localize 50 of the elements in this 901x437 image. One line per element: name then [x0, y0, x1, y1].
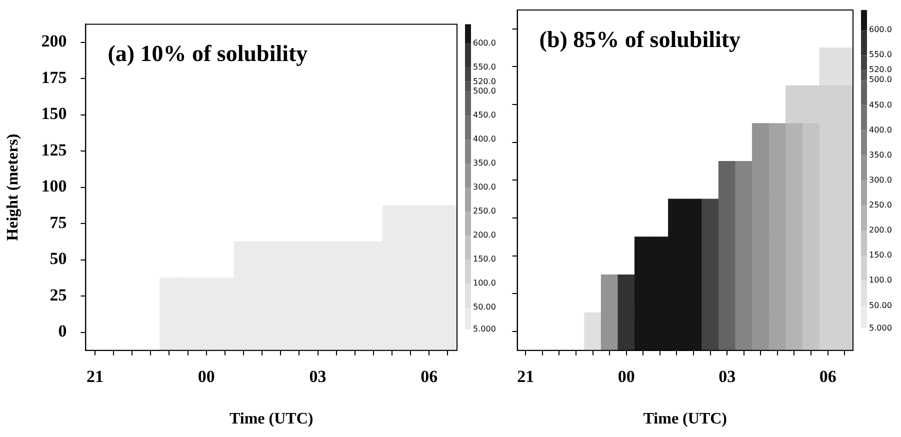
color-bar-label: 500.0 [869, 75, 892, 84]
color-bar-label: 550.0 [869, 50, 892, 60]
color-bar-label: 250.0 [473, 206, 496, 216]
x-tick-label: 06 [819, 366, 836, 386]
y-tick-label: 75 [50, 212, 67, 232]
color-bar-label: 250.0 [869, 200, 892, 210]
color-bar-label: 300.0 [869, 175, 892, 184]
y-tick-label: 25 [50, 285, 67, 304]
y-axis-title: Height (meters) [4, 134, 22, 241]
color-bar-label: 500.0 [473, 86, 496, 96]
x-axis-title: Time (UTC) [643, 410, 727, 428]
color-bar-label: 100.0 [869, 276, 892, 285]
color-bar-label: 600.0 [869, 25, 892, 34]
y-tick-label: 100 [41, 176, 67, 196]
x-tick-label: 03 [718, 366, 736, 386]
y-tick-label: 175 [41, 68, 67, 87]
text: (b) 85% of solubility [539, 27, 742, 52]
color-bar-label: 50.00 [869, 300, 892, 310]
color-bar-label: 550.0 [473, 62, 496, 72]
text: (a) 10% of solubility [108, 41, 308, 66]
x-tick-label: 06 [420, 366, 438, 386]
color-bar-label: 150.0 [869, 250, 892, 260]
color-bar-label: 520.0 [473, 76, 496, 86]
color-bar-label: 200.0 [473, 230, 496, 240]
x-tick-label: 21 [86, 366, 104, 386]
color-bar-label: 350.0 [473, 158, 496, 168]
y-tick-label: 50 [50, 249, 67, 268]
color-bar-label: 350.0 [869, 150, 892, 160]
color-bar-label: 450.0 [869, 100, 892, 110]
color-bar-label: 50.00 [473, 302, 496, 312]
x-tick-label: 21 [517, 366, 534, 386]
color-bar-label: 520.0 [869, 65, 892, 74]
color-bar-label: 450.0 [473, 110, 496, 120]
x-tick-label: 00 [198, 366, 215, 386]
color-bar-label: 300.0 [473, 182, 496, 192]
color-bar-label: 400.0 [869, 125, 892, 134]
y-tick-label: 0 [58, 322, 67, 341]
y-tick-label: 125 [41, 140, 67, 160]
color-bar-label: 150.0 [473, 254, 496, 264]
y-tick-label: 150 [41, 104, 67, 124]
x-tick-label: 00 [618, 366, 635, 386]
color-bar-label: 100.0 [473, 278, 496, 288]
color-bar-label: 600.0 [473, 38, 496, 48]
y-tick-label: 200 [41, 32, 67, 51]
x-tick-label: 03 [309, 366, 326, 386]
color-bar-label: 200.0 [869, 226, 892, 235]
color-bar-label: 5.000 [869, 323, 892, 332]
color-bar-label: 400.0 [473, 134, 496, 144]
color-bar-label: 5.000 [473, 324, 496, 334]
x-axis-title: Time (UTC) [230, 410, 314, 428]
